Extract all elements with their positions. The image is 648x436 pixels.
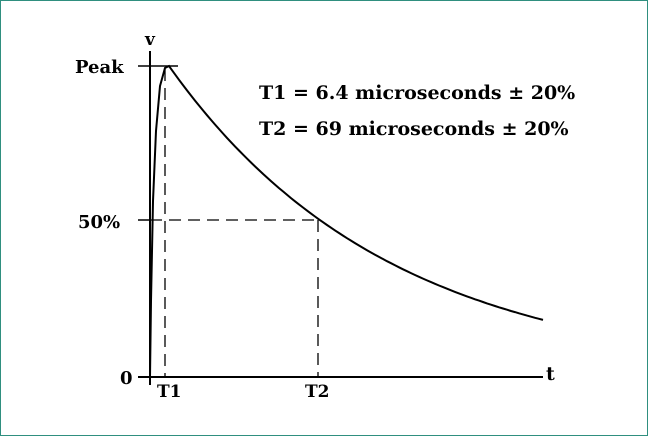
waveform-curve bbox=[149, 64, 544, 378]
t1-annotation: T1 = 6.4 microseconds ± 20% bbox=[259, 82, 575, 104]
x-axis-label: t bbox=[546, 363, 555, 385]
half-level-label: 50% bbox=[78, 212, 120, 233]
zero-label: 0 bbox=[120, 368, 133, 389]
t2-label: T2 bbox=[305, 382, 329, 402]
y-axis-label: v bbox=[144, 30, 156, 50]
peak-label: Peak bbox=[75, 57, 124, 78]
t2-annotation: T2 = 69 microseconds ± 20% bbox=[259, 118, 569, 140]
t1-label: T1 bbox=[157, 382, 181, 402]
